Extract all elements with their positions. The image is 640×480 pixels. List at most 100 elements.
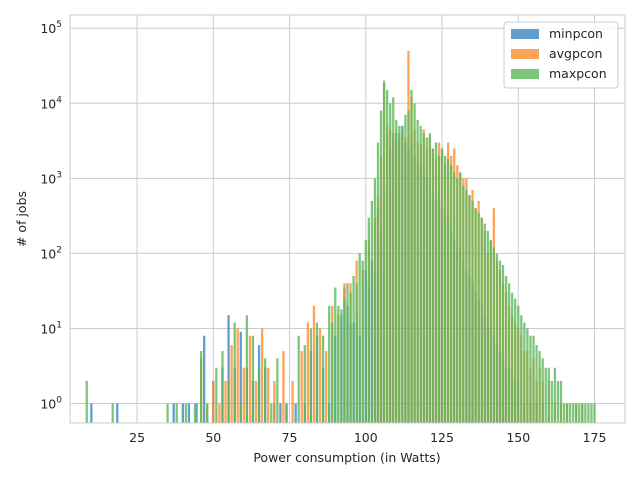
bar-maxpcon <box>392 97 395 423</box>
bar-maxpcon <box>413 103 416 423</box>
bar-maxpcon <box>553 367 557 423</box>
bar-maxpcon <box>331 322 334 423</box>
bar-maxpcon <box>593 403 596 423</box>
bar-maxpcon <box>328 305 331 423</box>
bar-maxpcon <box>526 328 529 423</box>
bar-maxpcon <box>440 148 444 423</box>
bar-maxpcon <box>233 322 236 423</box>
bar-maxpcon <box>404 114 407 424</box>
bar-avgpcon <box>273 380 276 423</box>
bar-maxpcon <box>575 403 578 423</box>
bar-maxpcon <box>504 275 508 423</box>
bar-maxpcon <box>215 367 218 423</box>
bar-maxpcon <box>568 403 572 423</box>
bar-avgpcon <box>248 335 252 423</box>
bar-avgpcon <box>212 380 215 423</box>
bar-maxpcon <box>547 367 550 423</box>
bar-maxpcon <box>297 335 300 423</box>
bar-avgpcon <box>300 351 303 423</box>
bar-maxpcon <box>446 159 450 424</box>
bar-maxpcon <box>358 253 361 423</box>
bar-maxpcon <box>321 335 325 423</box>
y-tick-label: 102 <box>40 245 62 261</box>
bar-maxpcon <box>492 247 496 423</box>
bar-maxpcon <box>556 380 560 423</box>
bar-maxpcon <box>349 292 352 423</box>
bar-avgpcon <box>312 305 316 423</box>
bar-maxpcon <box>529 335 532 423</box>
bar-maxpcon <box>184 403 188 423</box>
bar-maxpcon <box>416 119 419 424</box>
legend-swatch-minpcon <box>511 29 539 39</box>
plot-frame <box>69 14 626 424</box>
bar-maxpcon <box>340 309 343 423</box>
bar-avgpcon <box>224 380 227 423</box>
bar-maxpcon <box>514 298 517 423</box>
bar-maxpcon <box>425 137 428 423</box>
bar-avgpcon <box>230 345 233 423</box>
bar-avgpcon <box>242 367 245 423</box>
bar-maxpcon <box>486 230 489 423</box>
legend-label-avgpcon: avgpcon <box>549 46 602 61</box>
bar-maxpcon <box>465 189 468 423</box>
bar-maxpcon <box>276 358 279 423</box>
bar-maxpcon <box>193 403 197 423</box>
bar-maxpcon <box>443 155 447 424</box>
bar-maxpcon <box>450 165 453 423</box>
bar-avgpcon <box>218 403 221 423</box>
bar-maxpcon <box>85 380 88 423</box>
bar-maxpcon <box>206 403 209 423</box>
bar-maxpcon <box>483 223 486 423</box>
bar-minpcon <box>227 315 230 423</box>
bar-maxpcon <box>270 403 273 423</box>
legend-label-minpcon: minpcon <box>549 26 603 41</box>
bar-maxpcon <box>367 217 370 423</box>
bar-maxpcon <box>199 351 203 423</box>
x-axis-ticks: 25 50 75 100 125 150 175 <box>129 430 606 445</box>
bar-maxpcon <box>532 335 535 423</box>
bar-maxpcon <box>565 403 569 423</box>
bar-maxpcon <box>382 80 386 424</box>
bar-maxpcon <box>498 260 502 423</box>
x-axis-label: Power consumption (in Watts) <box>253 450 440 465</box>
bar-maxpcon <box>587 403 590 423</box>
bar-maxpcon <box>581 403 584 423</box>
bar-maxpcon <box>559 380 563 423</box>
bar-avgpcon <box>254 380 258 423</box>
bar-maxpcon <box>245 315 249 423</box>
bar-minpcon <box>187 403 191 423</box>
bar-maxpcon <box>550 380 553 423</box>
x-tick-label: 150 <box>506 430 530 445</box>
y-tick-label: 100 <box>40 396 62 412</box>
bar-maxpcon <box>355 283 358 423</box>
bar-maxpcon <box>462 185 465 423</box>
bar-minpcon <box>90 403 93 423</box>
bar-maxpcon <box>459 172 462 423</box>
bar-maxpcon <box>495 253 499 423</box>
bar-maxpcon <box>285 403 288 423</box>
bar-maxpcon <box>370 200 374 423</box>
bar-avgpcon <box>325 351 328 423</box>
legend: minpcon avgpcon maxpcon <box>503 21 619 89</box>
bar-maxpcon <box>541 358 544 423</box>
bar-avgpcon <box>282 351 285 423</box>
bar-maxpcon <box>428 133 431 423</box>
bar-maxpcon <box>523 322 526 423</box>
bar-maxpcon <box>343 298 346 423</box>
bar-maxpcon <box>437 155 441 424</box>
bar-maxpcon <box>544 367 547 423</box>
bar-maxpcon <box>334 287 337 423</box>
bar-maxpcon <box>431 148 435 423</box>
bar-maxpcon <box>419 125 422 424</box>
y-tick-label: 103 <box>40 170 62 186</box>
bar-maxpcon <box>410 90 413 423</box>
bar-maxpcon <box>373 178 377 423</box>
bar-maxpcon <box>395 119 398 424</box>
bar-maxpcon <box>501 265 505 423</box>
bar-minpcon <box>239 331 242 423</box>
y-tick-label: 101 <box>40 320 62 336</box>
bar-minpcon <box>195 403 198 423</box>
bar-maxpcon <box>379 110 383 424</box>
x-tick-label: 100 <box>354 430 378 445</box>
